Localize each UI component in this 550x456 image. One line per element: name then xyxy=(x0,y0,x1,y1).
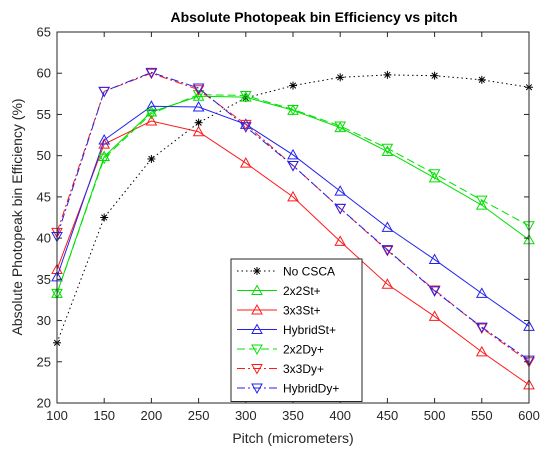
series-1-point-7 xyxy=(381,145,394,157)
y-tick-label-4: 40 xyxy=(37,231,51,246)
legend-marker-1 xyxy=(251,284,263,295)
series-6-point-1 xyxy=(98,86,111,98)
legend-label-0: No CSCA xyxy=(283,265,335,279)
legend-label-1: 2x2St+ xyxy=(283,284,321,298)
series-2-point-5 xyxy=(287,190,299,202)
legend-marker-5 xyxy=(251,364,263,375)
series-0-point-2-stroke-3 xyxy=(148,155,155,163)
y-tick-label-0: 20 xyxy=(37,396,51,411)
x-tick-label-2: 200 xyxy=(141,408,163,423)
series-2-point-4 xyxy=(239,157,252,168)
series-4-point-6 xyxy=(334,121,347,133)
legend-entry-5: 3x3Dy+ xyxy=(237,362,324,376)
series-6-point-8 xyxy=(428,286,441,297)
x-tick-label-6: 400 xyxy=(329,408,351,423)
legend-entry-4: 2x2Dy+ xyxy=(237,343,324,357)
y-tick-label-6: 50 xyxy=(37,148,51,163)
legend-marker-3 xyxy=(251,323,263,334)
series-3-point-9 xyxy=(475,287,488,298)
y-axis-title: Absolute Photopeak bin Efficiency (%) xyxy=(9,98,25,335)
series-1-point-9 xyxy=(475,199,488,210)
legend-entry-2: 3x3St+ xyxy=(237,304,321,318)
series-1-line xyxy=(56,95,530,294)
series-4-point-9 xyxy=(475,195,488,207)
x-tick-label-9: 550 xyxy=(471,408,493,423)
legend-marker-2 xyxy=(251,303,263,315)
x-axis-title: Pitch (micrometers) xyxy=(232,430,353,446)
chart-title: Absolute Photopeak bin Efficiency vs pit… xyxy=(170,9,457,25)
series-3-point-5 xyxy=(287,148,299,160)
series-0-point-7-stroke-3 xyxy=(384,71,391,79)
series-0-point-5-stroke-3 xyxy=(289,82,297,89)
series-1-point-8 xyxy=(428,171,441,183)
legend-entry-6: HybridDy+ xyxy=(237,382,339,396)
y-tick-label-7: 55 xyxy=(37,107,51,122)
series-4-point-5 xyxy=(287,104,299,116)
legend-label-2: 3x3St+ xyxy=(283,304,321,318)
x-tick-label-1: 150 xyxy=(93,408,115,423)
series-2-point-3 xyxy=(192,125,205,137)
legend-label-6: HybridDy+ xyxy=(283,382,339,396)
series-2-point-6 xyxy=(334,235,347,246)
y-tick-label-5: 45 xyxy=(37,189,51,204)
series-0-point-9-stroke-3 xyxy=(478,76,485,83)
legend-box xyxy=(230,258,363,402)
y-tick-label-2: 30 xyxy=(37,313,51,328)
series-4-point-3 xyxy=(192,90,205,101)
series-3-point-7 xyxy=(381,221,394,232)
series-6-point-5 xyxy=(287,161,299,172)
series-6-point-6 xyxy=(334,203,347,215)
series-0-point-6-stroke-3 xyxy=(337,74,344,81)
series-3-point-6 xyxy=(334,185,347,196)
series-4-point-1 xyxy=(98,153,111,165)
series-2-point-7 xyxy=(381,278,394,289)
series-3-point-2 xyxy=(145,100,158,111)
series-0-point-3-stroke-3 xyxy=(195,119,202,126)
x-tick-label-5: 350 xyxy=(282,408,304,423)
series-0-point-8-stroke-3 xyxy=(431,72,438,79)
legend-marker-4 xyxy=(251,344,263,356)
legend-entry-0: No CSCA xyxy=(237,265,335,279)
series-6-line xyxy=(56,71,530,361)
series-6-point-2 xyxy=(145,67,158,79)
series-2-point-2 xyxy=(145,115,158,126)
series-layer xyxy=(51,67,535,390)
series-2-point-9 xyxy=(475,345,488,357)
x-tick-label-8: 500 xyxy=(424,408,446,423)
legend-entry-3: HybridSt+ xyxy=(237,323,336,337)
legend-label-5: 3x3Dy+ xyxy=(283,362,324,376)
x-tick-label-0: 100 xyxy=(46,408,68,423)
series-4-point-2 xyxy=(145,109,158,120)
y-tick-label-1: 25 xyxy=(37,354,51,369)
y-tick-label-9: 65 xyxy=(37,25,51,40)
legend-entry-1: 2x2St+ xyxy=(237,284,321,298)
legend-label-3: HybridSt+ xyxy=(283,323,336,337)
series-2-point-8 xyxy=(428,310,441,321)
series-6-point-4 xyxy=(239,122,252,133)
series-3-point-1 xyxy=(98,133,111,145)
legend: No CSCA 2x2St+ 3x3St+ HybridSt+ 2x2Dy+ 3x3Dy+… xyxy=(230,258,363,402)
series-4-point-4 xyxy=(239,90,252,102)
series-4-point-7 xyxy=(381,143,394,155)
x-tick-label-7: 450 xyxy=(377,408,399,423)
legend-label-4: 2x2Dy+ xyxy=(283,343,324,357)
x-tick-label-4: 300 xyxy=(235,408,257,423)
series-3-point-8 xyxy=(428,253,441,265)
series-3-line xyxy=(56,105,530,327)
series-6-point-3 xyxy=(192,83,205,95)
legend-marker-6 xyxy=(251,383,263,395)
legend-marker-0-stroke-3 xyxy=(253,267,261,275)
series-4-point-8 xyxy=(428,169,441,180)
series-6-point-9 xyxy=(475,322,488,334)
y-tick-label-8: 60 xyxy=(37,66,51,81)
series-3-point-3 xyxy=(192,100,205,112)
series-0-point-1-stroke-3 xyxy=(101,214,108,221)
x-tick-label-10: 600 xyxy=(518,408,540,423)
series-4-line xyxy=(56,94,530,294)
x-tick-label-3: 250 xyxy=(188,408,210,423)
y-tick-label-3: 35 xyxy=(37,272,51,287)
series-6-point-7 xyxy=(381,245,394,256)
